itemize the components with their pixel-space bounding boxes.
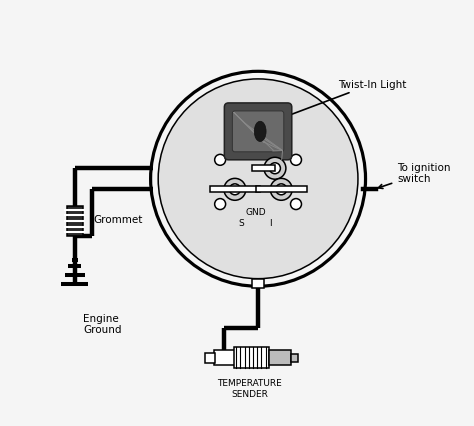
Bar: [292, 354, 298, 362]
FancyBboxPatch shape: [232, 112, 284, 153]
Circle shape: [224, 179, 246, 201]
Bar: [67, 206, 83, 236]
Bar: [269, 351, 292, 366]
Text: TEMPERATURE
SENDER: TEMPERATURE SENDER: [217, 378, 282, 397]
Bar: [214, 351, 235, 366]
Bar: [256, 187, 307, 193]
Text: Engine
Ground: Engine Ground: [83, 313, 122, 334]
Circle shape: [264, 158, 286, 180]
Circle shape: [270, 179, 292, 201]
Circle shape: [215, 199, 226, 210]
Bar: [210, 187, 260, 193]
Circle shape: [215, 155, 226, 166]
FancyBboxPatch shape: [224, 104, 292, 161]
Bar: [252, 279, 264, 289]
Circle shape: [269, 164, 281, 174]
Circle shape: [291, 155, 301, 166]
Text: To ignition
switch: To ignition switch: [378, 162, 451, 189]
Text: Grommet: Grommet: [93, 214, 143, 225]
Text: I: I: [269, 219, 272, 227]
Ellipse shape: [254, 122, 266, 142]
Bar: [205, 354, 215, 363]
Text: GND: GND: [246, 208, 266, 217]
Text: S: S: [238, 219, 244, 227]
Bar: [252, 166, 275, 172]
Circle shape: [229, 184, 240, 196]
Bar: [234, 348, 269, 368]
Circle shape: [158, 80, 358, 279]
Circle shape: [291, 199, 301, 210]
Text: Twist-In Light: Twist-In Light: [282, 80, 407, 119]
Circle shape: [276, 184, 287, 196]
